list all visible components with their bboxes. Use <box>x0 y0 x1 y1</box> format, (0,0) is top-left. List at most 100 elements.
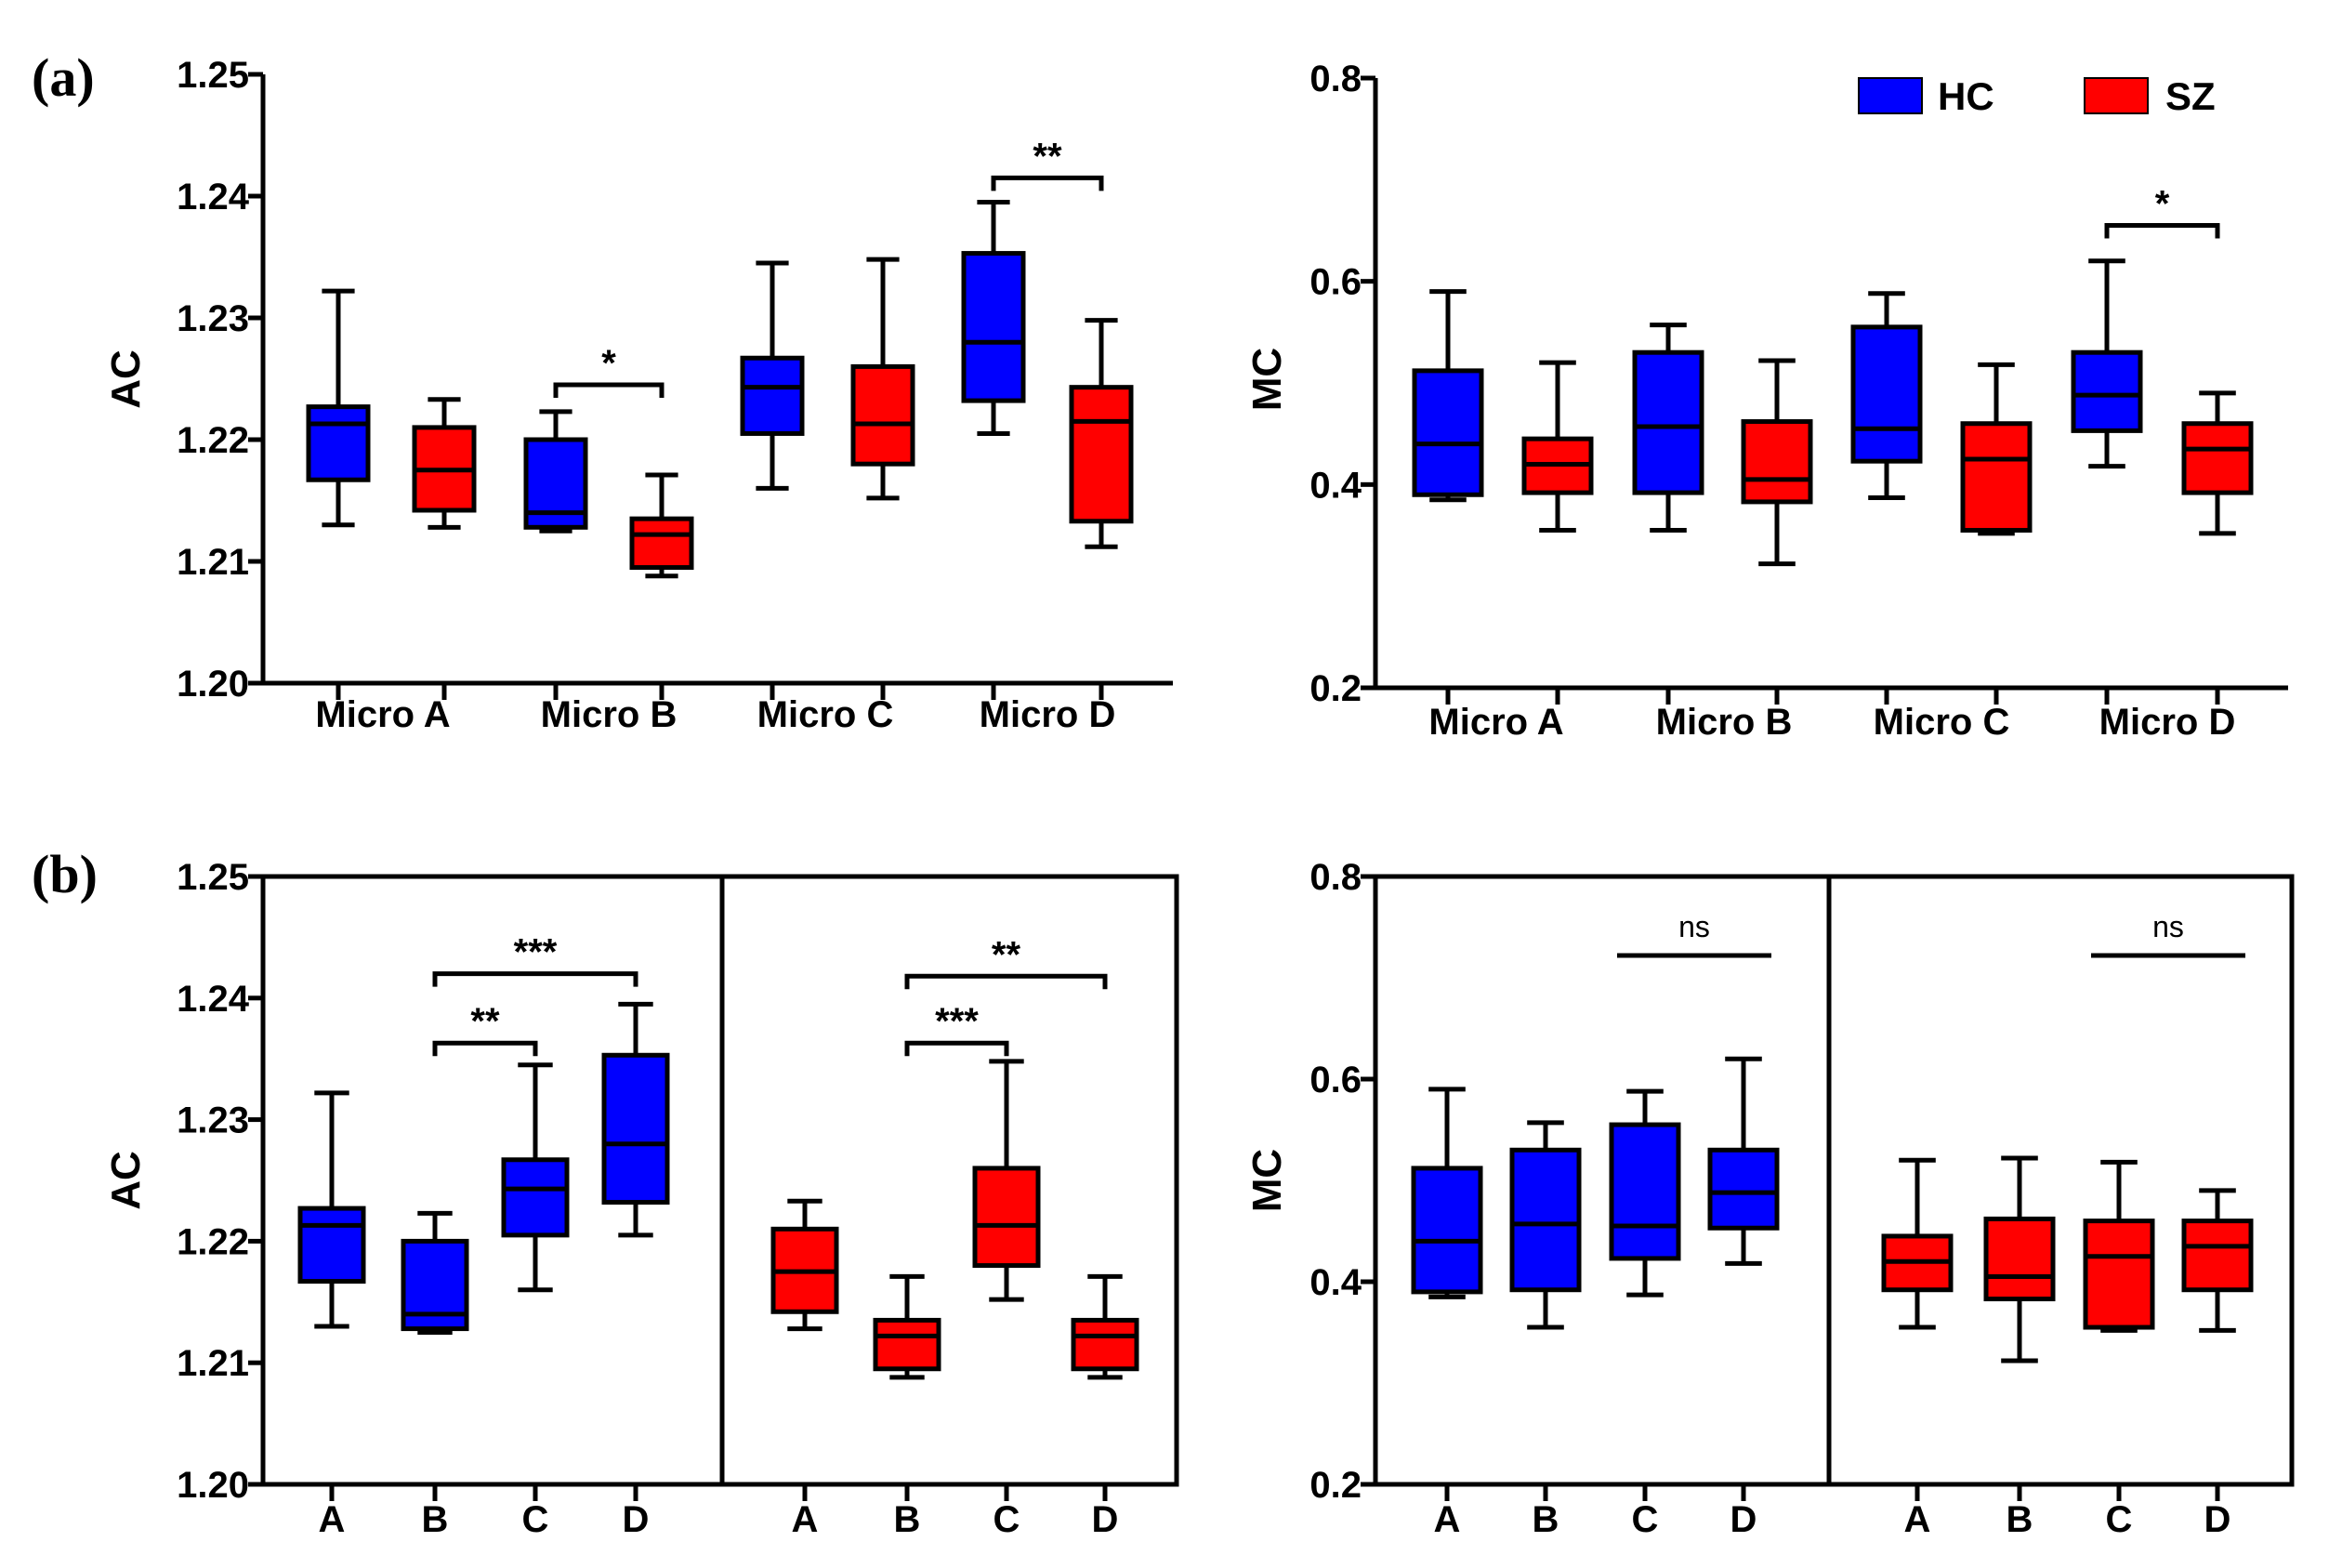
significance-label: ** <box>470 1001 500 1042</box>
y-tick-label: 1.20 <box>177 1465 249 1506</box>
box-hc <box>740 355 805 436</box>
box-hc <box>2071 349 2143 433</box>
x-category-label: Micro C <box>1874 702 2010 743</box>
x-category-label: C <box>522 1499 549 1540</box>
box-hc <box>1609 1122 1681 1261</box>
box-hc <box>1632 349 1704 495</box>
y-tick-label: 0.6 <box>1309 262 1362 303</box>
box-sz <box>2181 421 2254 495</box>
box-sz <box>1069 385 1134 524</box>
significance-label: ns <box>2152 910 2184 943</box>
y-tick-label: 0.2 <box>1309 1465 1362 1506</box>
x-category-label: B <box>894 1499 921 1540</box>
box-sz <box>850 363 915 467</box>
significance-bracket <box>904 973 1108 990</box>
box-sz <box>1071 1317 1139 1372</box>
y-tick-label: 0.8 <box>1309 857 1362 898</box>
y-tick-label: 0.4 <box>1309 1262 1362 1303</box>
y-axis-label: AC <box>103 1151 149 1210</box>
y-tick-label: 1.25 <box>177 55 249 96</box>
x-category-label: D <box>2204 1499 2231 1540</box>
y-axis-label: MC <box>1244 348 1290 411</box>
legend-label-sz: SZ <box>2165 74 2216 118</box>
y-tick-label: 1.20 <box>177 664 249 705</box>
x-category-label: D <box>623 1499 650 1540</box>
x-category-label: Micro B <box>1656 702 1793 743</box>
y-tick-label: 0.6 <box>1309 1060 1362 1100</box>
box-hc <box>306 404 371 482</box>
y-tick-label: 1.25 <box>177 857 249 898</box>
box-sz <box>2083 1219 2155 1330</box>
box-hc <box>1707 1147 1780 1231</box>
y-axis-label: MC <box>1244 1149 1290 1212</box>
significance-bracket <box>432 1040 538 1057</box>
chart-a-mc: 0.2 0.4 0.6 0.8 MC Micro A Micro B Micro C Micro… <box>1244 59 2288 743</box>
box-hc <box>501 1157 570 1238</box>
y-tick-label: 1.23 <box>177 1100 249 1141</box>
box-hc <box>1411 1166 1483 1295</box>
significance-bracket <box>904 1040 1009 1057</box>
y-tick-label: 1.22 <box>177 1221 249 1262</box>
legend-label-hc: HC <box>1938 74 1994 118</box>
y-tick-label: 0.4 <box>1309 465 1362 506</box>
box-sz <box>972 1166 1041 1269</box>
significance-label: *** <box>514 932 558 973</box>
significance-label: ** <box>1033 136 1062 177</box>
x-category-label: Micro B <box>541 694 678 735</box>
box-sz <box>1741 419 1813 505</box>
x-category-label: Micro A <box>1428 702 1563 743</box>
legend-swatch-sz <box>2084 77 2149 114</box>
x-category-label: D <box>1092 1499 1119 1540</box>
significance-label: * <box>601 343 616 384</box>
y-axis-label: AC <box>103 349 149 409</box>
significance-bracket <box>2104 223 2220 239</box>
y-tick-label: 1.23 <box>177 298 249 339</box>
x-category-label: A <box>319 1499 346 1540</box>
x-category-label: Micro D <box>2099 702 2236 743</box>
y-tick-label: 1.24 <box>177 177 250 217</box>
x-category-label: D <box>1730 1499 1757 1540</box>
x-category-label: C <box>1632 1499 1659 1540</box>
box-hc <box>1850 324 1923 464</box>
chart-a-ac: 1.20 1.21 1.22 1.23 1.24 1.25 AC Micro A Micro B… <box>103 55 1173 735</box>
significance-bracket <box>432 971 638 987</box>
box-sz <box>1983 1216 2056 1302</box>
significance-bracket <box>991 175 1104 191</box>
y-tick-label: 1.21 <box>177 1343 249 1384</box>
box-hc <box>601 1052 670 1206</box>
significance-bracket <box>553 382 664 399</box>
chart-b-mc: 0.2 0.4 0.6 0.8 MC A B C D A B C Dns ns <box>1244 857 2295 1540</box>
significance-label: * <box>2155 184 2170 225</box>
plot-frame <box>1373 874 2295 1487</box>
box-sz <box>2181 1219 2254 1293</box>
panel-label-b: (b) <box>32 844 98 904</box>
y-tick-label: 0.2 <box>1309 668 1362 709</box>
significance-label: *** <box>935 1001 979 1042</box>
significance-label: ns <box>1678 910 1710 943</box>
x-category-label: Micro C <box>757 694 894 735</box>
x-category-label: C <box>993 1499 1020 1540</box>
legend: HC SZ <box>1858 74 2216 118</box>
box-hc <box>1412 368 1484 497</box>
x-category-label: A <box>1434 1499 1461 1540</box>
x-category-label: A <box>1904 1499 1931 1540</box>
box-hc <box>297 1206 366 1285</box>
x-category-label: B <box>422 1499 449 1540</box>
x-category-label: B <box>1533 1499 1559 1540</box>
box-hc <box>1509 1147 1582 1293</box>
box-sz <box>1960 421 2033 534</box>
box-sz <box>873 1317 941 1372</box>
panel-label-a: (a) <box>32 47 95 108</box>
significance-label: ** <box>992 934 1021 975</box>
y-tick-label: 1.21 <box>177 542 249 583</box>
box-sz <box>629 516 694 571</box>
y-tick-label: 0.8 <box>1309 59 1362 99</box>
y-tick-label: 1.22 <box>177 420 249 461</box>
x-category-label: C <box>2106 1499 2133 1540</box>
box-hc <box>961 251 1026 403</box>
legend-swatch-hc <box>1858 77 1923 114</box>
x-category-label: A <box>792 1499 819 1540</box>
y-tick-label: 1.24 <box>177 979 250 1020</box>
